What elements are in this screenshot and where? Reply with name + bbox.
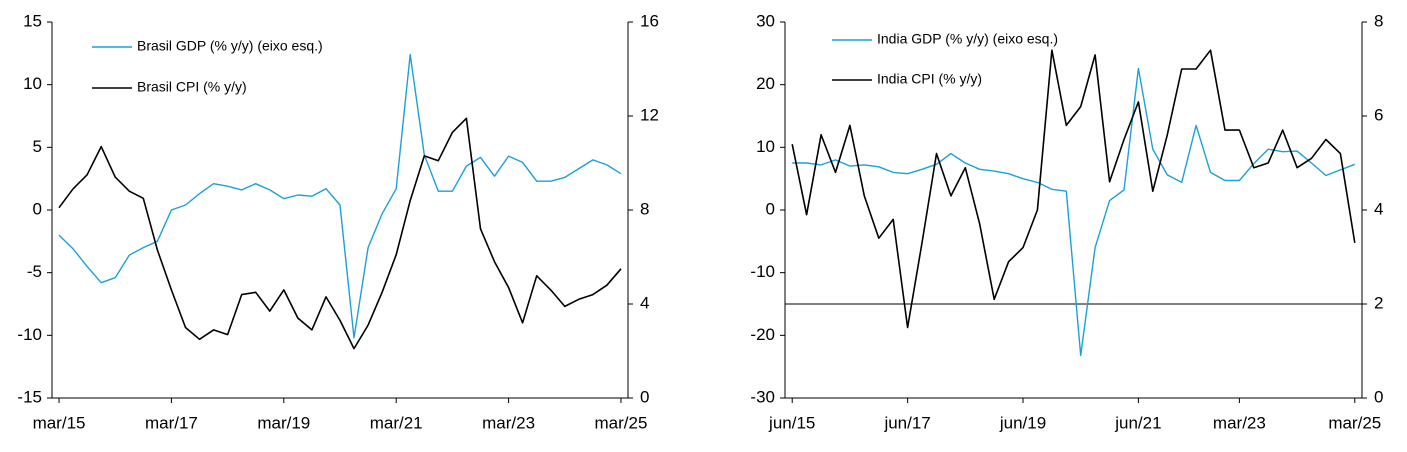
y-tick-label: 0 <box>33 199 42 218</box>
x-tick-label: jun/15 <box>768 413 815 432</box>
y-tick-label: 10 <box>23 74 42 93</box>
series-line <box>791 49 1356 329</box>
y-tick-label: -15 <box>17 387 42 406</box>
x-tick-label: mar/23 <box>482 413 535 432</box>
y2-tick-label: 4 <box>640 293 649 312</box>
y-tick-label: 5 <box>33 137 42 156</box>
legend-label: India GDP (% y/y) (eixo esq.) <box>877 31 1058 47</box>
y-tick-label: -30 <box>750 387 775 406</box>
y2-tick-label: 0 <box>1374 387 1383 406</box>
series-line <box>58 53 622 339</box>
legend-label: Brasil GDP (% y/y) (eixo esq.) <box>137 38 323 54</box>
legend-label: India CPI (% y/y) <box>877 71 982 87</box>
y-tick-label: -20 <box>750 325 775 344</box>
y2-tick-label: 6 <box>1374 105 1383 124</box>
y-tick-label: 30 <box>756 11 775 30</box>
x-tick-label: jun/21 <box>1114 413 1161 432</box>
y2-tick-label: 8 <box>640 199 649 218</box>
x-tick-label: mar/25 <box>595 413 648 432</box>
y-tick-label: -5 <box>27 262 42 281</box>
x-tick-label: mar/25 <box>1328 413 1381 432</box>
y2-tick-label: 4 <box>1374 199 1383 218</box>
x-tick-label: mar/19 <box>257 413 310 432</box>
y-tick-label: 10 <box>756 137 775 156</box>
x-tick-label: mar/15 <box>33 413 86 432</box>
x-tick-label: mar/17 <box>145 413 198 432</box>
y2-tick-label: 2 <box>1374 293 1383 312</box>
x-tick-label: mar/23 <box>1213 413 1266 432</box>
y2-tick-label: 0 <box>640 387 649 406</box>
legend-label: Brasil CPI (% y/y) <box>137 79 247 95</box>
y-tick-label: 0 <box>766 199 775 218</box>
y2-tick-label: 16 <box>640 11 659 30</box>
x-tick-label: mar/21 <box>370 413 423 432</box>
y2-tick-label: 12 <box>640 105 659 124</box>
series-line <box>792 67 1356 357</box>
x-tick-label: jun/17 <box>883 413 930 432</box>
x-tick-label: jun/19 <box>999 413 1046 432</box>
y2-tick-label: 8 <box>1374 11 1383 30</box>
y-tick-label: -10 <box>17 325 42 344</box>
series-line <box>58 117 622 350</box>
y-tick-label: 15 <box>23 11 42 30</box>
y-tick-label: 20 <box>756 74 775 93</box>
y-tick-label: -10 <box>750 262 775 281</box>
